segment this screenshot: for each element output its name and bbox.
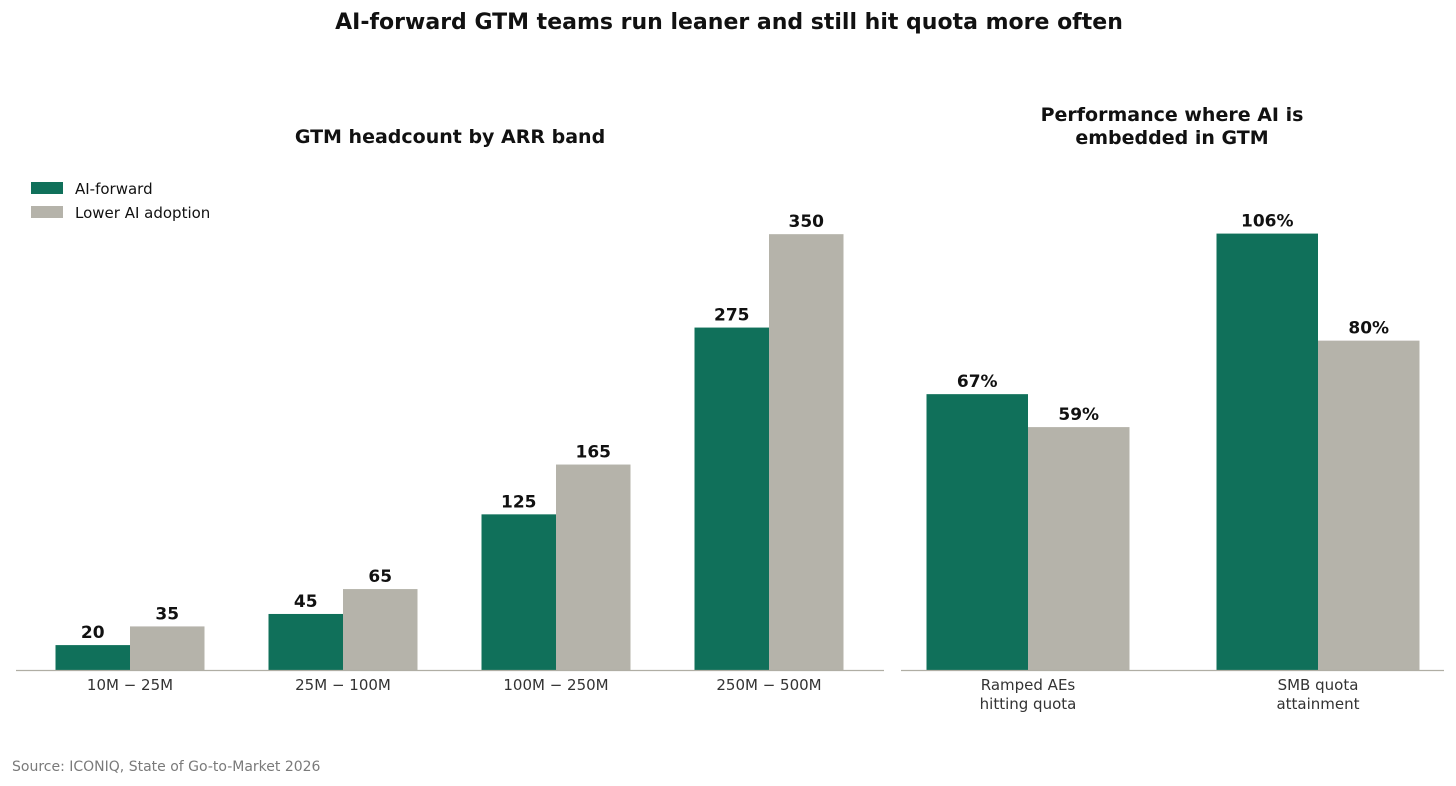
x-tick-label-0-line-2: hitting quota: [980, 695, 1077, 713]
headcount-panel-title: GTM headcount by ARR band: [295, 126, 605, 148]
bar-ai-forward-1: [268, 613, 343, 670]
value-label-ai-forward-0: 20: [81, 623, 105, 643]
legend: AI-forward Lower AI adoption: [31, 180, 210, 222]
bar-lower-ai-1: [1318, 340, 1420, 670]
legend-swatch-ai-forward: [31, 182, 63, 194]
bar-ai-forward-1: [1216, 233, 1318, 671]
value-label-lower-ai-3: 350: [789, 212, 825, 232]
value-label-ai-forward-1: 106%: [1241, 212, 1294, 232]
value-label-lower-ai-1: 80%: [1348, 319, 1389, 339]
performance-bars: 67% 106% 59% 80%: [926, 212, 1420, 671]
bar-ai-forward-0: [55, 645, 130, 670]
x-tick-label-1-line-2: attainment: [1276, 695, 1359, 713]
x-tick-label-3: 250M − 500M: [716, 676, 821, 694]
source-note: Source: ICONIQ, State of Go-to-Market 20…: [12, 759, 321, 775]
figure-title: AI-forward GTM teams run leaner and stil…: [335, 10, 1123, 35]
value-label-ai-forward-1: 45: [294, 592, 318, 612]
bar-lower-ai-2: [556, 464, 631, 670]
x-tick-label-2: 100M − 250M: [503, 676, 608, 694]
performance-panel-title-line-1: Performance where AI is: [1041, 104, 1304, 126]
x-tick-label-1-line-1: SMB quota: [1278, 676, 1359, 694]
bar-ai-forward-3: [694, 327, 769, 670]
performance-panel: Performance where AI is embedded in GTM …: [901, 104, 1444, 713]
bar-lower-ai-1: [343, 589, 418, 670]
value-label-ai-forward-3: 275: [714, 306, 750, 326]
bar-ai-forward-2: [481, 514, 556, 670]
x-tick-label-1: 25M − 100M: [295, 676, 391, 694]
value-label-lower-ai-0: 35: [155, 604, 179, 624]
value-label-lower-ai-2: 165: [576, 443, 612, 463]
headcount-panel: GTM headcount by ARR band AI-forward Low…: [16, 126, 884, 694]
headcount-bars: 20 45 125 275 35 65 165 350: [55, 212, 844, 670]
legend-label-lower-ai: Lower AI adoption: [75, 204, 210, 222]
legend-label-ai-forward: AI-forward: [75, 180, 153, 198]
bar-lower-ai-0: [130, 626, 205, 670]
x-tick-label-0-line-1: Ramped AEs: [981, 676, 1076, 694]
value-label-ai-forward-0: 67%: [957, 372, 998, 392]
bar-lower-ai-3: [769, 234, 844, 670]
value-label-lower-ai-1: 65: [368, 567, 392, 587]
legend-swatch-lower-ai: [31, 206, 63, 218]
bar-lower-ai-0: [1028, 427, 1130, 670]
value-label-lower-ai-0: 59%: [1058, 405, 1099, 425]
performance-panel-title-line-2: embedded in GTM: [1075, 127, 1268, 149]
x-tick-label-0: 10M − 25M: [87, 676, 173, 694]
bar-ai-forward-0: [926, 394, 1028, 670]
value-label-ai-forward-2: 125: [501, 492, 537, 512]
headcount-x-ticks: 10M − 25M 25M − 100M 100M − 250M 250M − 500…: [87, 676, 822, 694]
